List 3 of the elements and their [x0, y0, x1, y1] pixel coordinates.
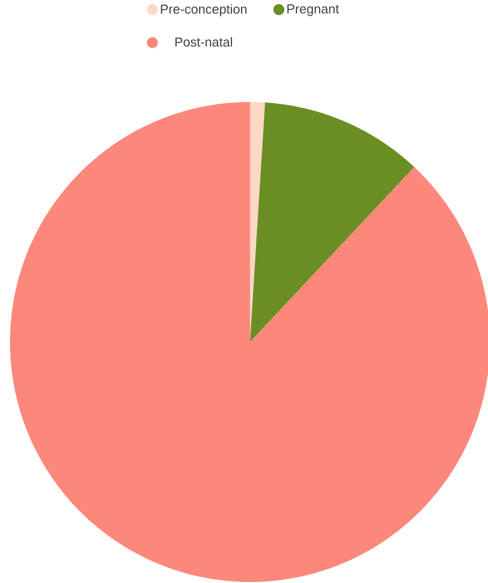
legend-label: Post-natal	[175, 37, 232, 47]
legend-label: Pregnant	[287, 4, 339, 16]
legend-label: Pre-conception	[160, 4, 246, 16]
